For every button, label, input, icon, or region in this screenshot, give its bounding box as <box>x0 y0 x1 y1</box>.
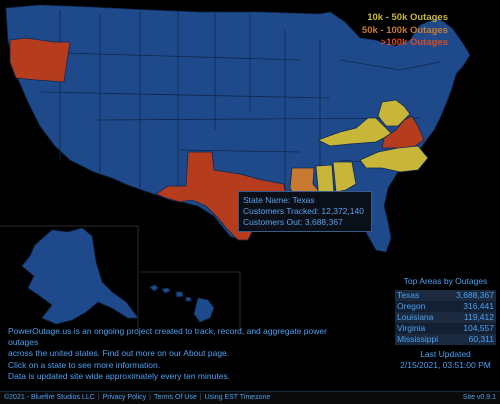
last-updated-value: 2/15/2021, 03:51:00 PM <box>400 360 491 370</box>
table-row[interactable]: Mississippi 60,311 <box>395 334 496 345</box>
legend-item-100k-plus: >100k Outages <box>380 37 448 48</box>
legend-item-10k-50k: 10k - 50k Outages <box>367 12 448 23</box>
area-name: Texas <box>395 290 448 301</box>
top-areas-table: Texas 3,688,367 Oregon 316,441 Louisiana… <box>395 290 496 345</box>
area-outages: 3,688,367 <box>447 290 496 301</box>
inset-frames <box>0 225 241 330</box>
site-description: PowerOutage.us is an ongoing project cre… <box>8 326 358 382</box>
tooltip-state-name: State Name: Texas <box>243 195 315 205</box>
area-outages: 119,412 <box>447 312 496 323</box>
state-alabama[interactable] <box>332 161 357 193</box>
description-line: across the united states. Find out more … <box>8 348 230 359</box>
area-name: Louisiana <box>395 312 448 323</box>
area-name: Virginia <box>395 323 448 334</box>
state-kentucky[interactable] <box>316 117 393 147</box>
separator: | <box>97 394 100 401</box>
footer-links: ©2021 - Bluefire Studios LLC | Privacy Pol… <box>4 392 270 404</box>
state-oregon[interactable] <box>9 37 71 83</box>
description-line: Click on a state to see more information… <box>8 359 161 370</box>
outage-legend: 10k - 50k Outages 50k - 100k Outages >10… <box>362 12 448 50</box>
terms-of-use-link[interactable]: Terms Of Use <box>154 394 197 401</box>
timezone-link[interactable]: Using EST Timezone <box>204 394 271 401</box>
hawaii <box>149 284 215 323</box>
table-row[interactable]: Virginia 104,557 <box>395 323 496 334</box>
footer: ©2021 - Bluefire Studios LLC | Privacy Pol… <box>0 391 500 404</box>
state-virginia[interactable] <box>381 115 425 149</box>
state-north-carolina[interactable] <box>359 145 429 173</box>
state-tooltip: State Name: Texas Customers Tracked: 12,… <box>238 191 372 232</box>
separator: | <box>149 394 151 401</box>
privacy-policy-link[interactable]: Privacy Policy <box>102 394 147 401</box>
legend-item-50k-100k: 50k - 100k Outages <box>361 24 448 36</box>
us-landmass <box>5 4 471 253</box>
area-outages: 316,441 <box>447 301 496 312</box>
state-borders <box>29 10 441 200</box>
area-outages: 104,557 <box>447 323 496 334</box>
top-areas-title: Top Areas by Outages <box>403 276 488 286</box>
tooltip-customers-out: Customers Out: 3,688,367 <box>243 217 343 227</box>
area-name: Oregon <box>395 301 448 312</box>
last-updated-label: Last Updated <box>420 349 471 359</box>
area-outages: 60,311 <box>447 334 496 345</box>
area-name: Mississippi <box>395 334 448 345</box>
tooltip-customers-tracked: Customers Tracked: 12,372,140 <box>243 206 364 216</box>
description-line: PowerOutage.us is an ongoing project cre… <box>8 326 327 348</box>
copyright-text: ©2021 - Bluefire Studios LLC <box>4 394 95 401</box>
last-updated: Last Updated 2/15/2021, 03:51:00 PM <box>395 349 496 371</box>
alaska <box>21 227 139 325</box>
top-areas-panel: Top Areas by Outages Texas 3,688,367 Ore… <box>395 276 496 371</box>
description-line: Data is updated site wide approximately … <box>8 370 231 381</box>
table-row[interactable]: Oregon 316,441 <box>395 301 496 312</box>
table-row[interactable]: Louisiana 119,412 <box>395 312 496 323</box>
site-version: Site v0.9.1 <box>462 394 496 401</box>
table-row[interactable]: Texas 3,688,367 <box>395 290 496 301</box>
separator: | <box>199 394 202 401</box>
